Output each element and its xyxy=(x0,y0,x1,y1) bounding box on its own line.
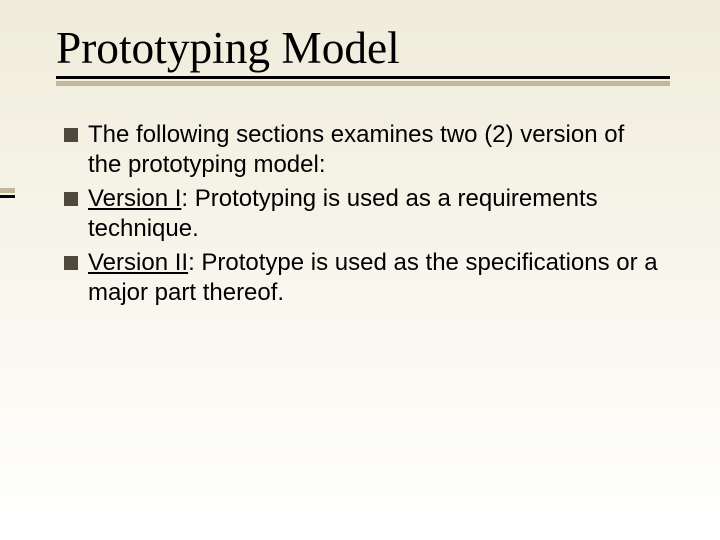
bullet-rest: The following sections examines two (2) … xyxy=(88,121,624,178)
title-block: Prototyping Model xyxy=(56,22,670,74)
slide: Prototyping Model The following sections… xyxy=(0,0,720,540)
bullet-text: Version II: Prototype is used as the spe… xyxy=(88,248,664,308)
side-accent-light xyxy=(0,188,15,193)
bullet-text: The following sections examines two (2) … xyxy=(88,120,664,180)
square-bullet-icon xyxy=(64,192,78,206)
list-item: Version I: Prototyping is used as a requ… xyxy=(64,184,664,244)
title-rule-dark xyxy=(56,76,670,79)
list-item: Version II: Prototype is used as the spe… xyxy=(64,248,664,308)
square-bullet-icon xyxy=(64,256,78,270)
title-rule-light xyxy=(56,81,670,86)
bullet-text: Version I: Prototyping is used as a requ… xyxy=(88,184,664,244)
square-bullet-icon xyxy=(64,128,78,142)
slide-title: Prototyping Model xyxy=(56,22,670,74)
bullet-label: Version I xyxy=(88,185,181,212)
bullet-label: Version II xyxy=(88,249,188,276)
list-item: The following sections examines two (2) … xyxy=(64,120,664,180)
side-accent-dark xyxy=(0,195,15,198)
body-block: The following sections examines two (2) … xyxy=(64,120,664,312)
